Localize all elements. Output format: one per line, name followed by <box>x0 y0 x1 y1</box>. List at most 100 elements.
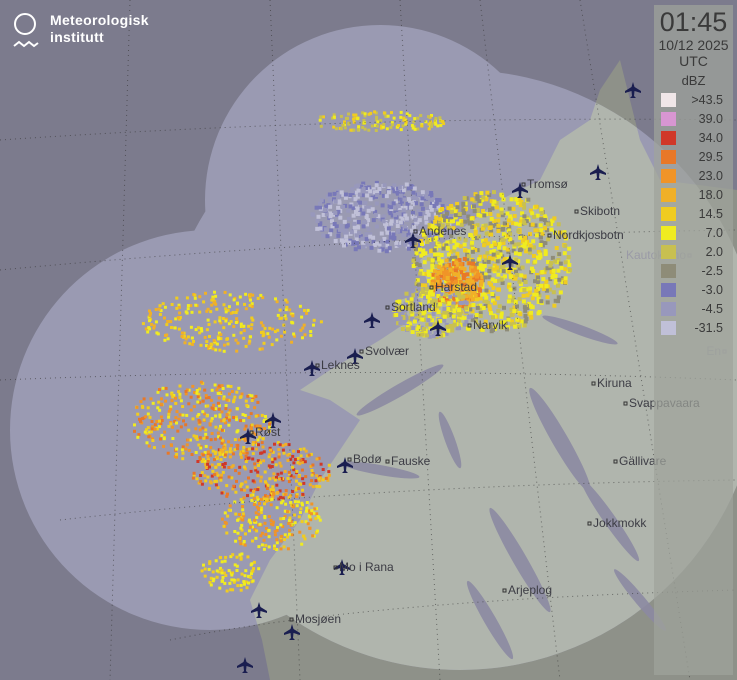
echo-pixel <box>273 330 277 334</box>
legend-swatch <box>661 168 676 183</box>
echo-pixel <box>222 397 226 401</box>
airport-icon[interactable] <box>405 232 421 248</box>
echo-pixel <box>434 226 439 231</box>
echo-pixel <box>283 515 287 519</box>
echo-pixel <box>405 325 410 330</box>
echo-pixel <box>302 534 306 538</box>
legend-swatch <box>661 244 676 259</box>
echo-pixel <box>521 202 526 206</box>
airport-icon[interactable] <box>625 82 641 98</box>
echo-pixel <box>517 297 522 302</box>
city-label[interactable]: Jokkmokk <box>593 516 647 530</box>
echo-pixel <box>567 246 572 251</box>
echo-pixel <box>270 465 274 468</box>
echo-pixel <box>436 223 441 228</box>
city-label[interactable]: Mo i Rana <box>339 560 394 574</box>
echo-pixel <box>430 114 433 117</box>
city-label[interactable]: Røst <box>255 425 281 439</box>
echo-pixel <box>425 210 430 214</box>
echo-pixel <box>214 348 218 352</box>
airport-icon[interactable] <box>512 182 528 198</box>
echo-pixel <box>327 192 332 197</box>
airport-icon[interactable] <box>240 428 256 444</box>
echo-pixel <box>540 210 545 215</box>
airport-icon[interactable] <box>502 254 518 270</box>
echo-pixel <box>205 414 209 418</box>
echo-pixel <box>423 283 428 288</box>
airport-icon[interactable] <box>304 360 320 376</box>
echo-pixel <box>144 327 148 331</box>
echo-pixel <box>211 469 215 473</box>
city-label[interactable]: Andenes <box>419 224 466 238</box>
echo-pixel <box>217 384 221 388</box>
airport-icon[interactable] <box>284 624 300 640</box>
echo-pixel <box>267 498 271 502</box>
echo-pixel <box>247 324 251 328</box>
echo-pixel <box>224 407 228 411</box>
echo-pixel <box>248 518 251 522</box>
city-label[interactable]: Tromsø <box>527 177 569 191</box>
airport-icon[interactable] <box>347 348 363 364</box>
echo-pixel <box>179 425 183 429</box>
echo-pixel <box>219 556 223 560</box>
city-label[interactable]: Harstad <box>435 280 477 294</box>
city-label[interactable]: Nordkjosbotn <box>553 228 624 242</box>
city-label[interactable]: Arjeplog <box>508 583 552 597</box>
echo-pixel <box>213 320 217 324</box>
city-label[interactable]: Narvik <box>473 318 508 332</box>
echo-pixel <box>352 113 356 117</box>
airport-icon[interactable] <box>237 657 253 673</box>
echo-pixel <box>251 569 255 573</box>
airport-icon[interactable] <box>364 312 380 328</box>
echo-pixel <box>148 327 152 331</box>
airport-icon[interactable] <box>265 412 281 428</box>
echo-pixel <box>392 189 397 194</box>
echo-pixel <box>562 230 567 235</box>
echo-pixel <box>360 236 365 241</box>
echo-pixel <box>465 296 470 301</box>
echo-pixel <box>416 332 421 337</box>
echo-pixel <box>238 295 242 299</box>
echo-pixel <box>269 503 273 507</box>
echo-pixel <box>510 298 515 302</box>
airport-icon[interactable] <box>251 602 267 618</box>
echo-pixel <box>239 542 243 546</box>
echo-pixel <box>385 230 390 235</box>
echo-pixel <box>231 571 234 575</box>
echo-pixel <box>484 295 489 300</box>
city-label[interactable]: Svolvær <box>365 344 409 358</box>
echo-pixel <box>316 214 321 219</box>
echo-pixel <box>262 538 266 542</box>
echo-pixel <box>236 447 239 451</box>
airport-icon[interactable] <box>430 320 446 336</box>
echo-pixel <box>333 199 338 204</box>
echo-pixel <box>497 242 502 246</box>
echo-pixel <box>252 560 256 564</box>
echo-pixel <box>328 232 333 237</box>
echo-pixel <box>156 406 160 410</box>
city-label[interactable]: Leknes <box>321 358 360 372</box>
echo-pixel <box>226 492 229 496</box>
echo-pixel <box>149 430 153 434</box>
airport-icon[interactable] <box>334 559 350 575</box>
echo-pixel <box>157 400 161 404</box>
city-label[interactable]: Kiruna <box>597 376 632 390</box>
echo-pixel <box>307 453 311 457</box>
echo-pixel <box>209 310 213 314</box>
city-label[interactable]: Sortland <box>391 300 436 314</box>
echo-pixel <box>448 287 453 292</box>
city-label[interactable]: Fauske <box>391 454 431 468</box>
city-label[interactable]: Mosjøen <box>295 612 341 626</box>
echo-pixel <box>208 335 211 338</box>
echo-pixel <box>276 472 280 476</box>
city-label[interactable]: Skibotn <box>580 204 620 218</box>
echo-pixel <box>460 291 465 296</box>
echo-pixel <box>453 268 458 273</box>
echo-pixel <box>279 547 283 551</box>
city-label[interactable]: Bodø <box>353 452 382 466</box>
airport-icon[interactable] <box>337 457 353 473</box>
echo-pixel <box>448 306 453 311</box>
airport-icon[interactable] <box>590 164 606 180</box>
echo-pixel <box>426 269 431 274</box>
